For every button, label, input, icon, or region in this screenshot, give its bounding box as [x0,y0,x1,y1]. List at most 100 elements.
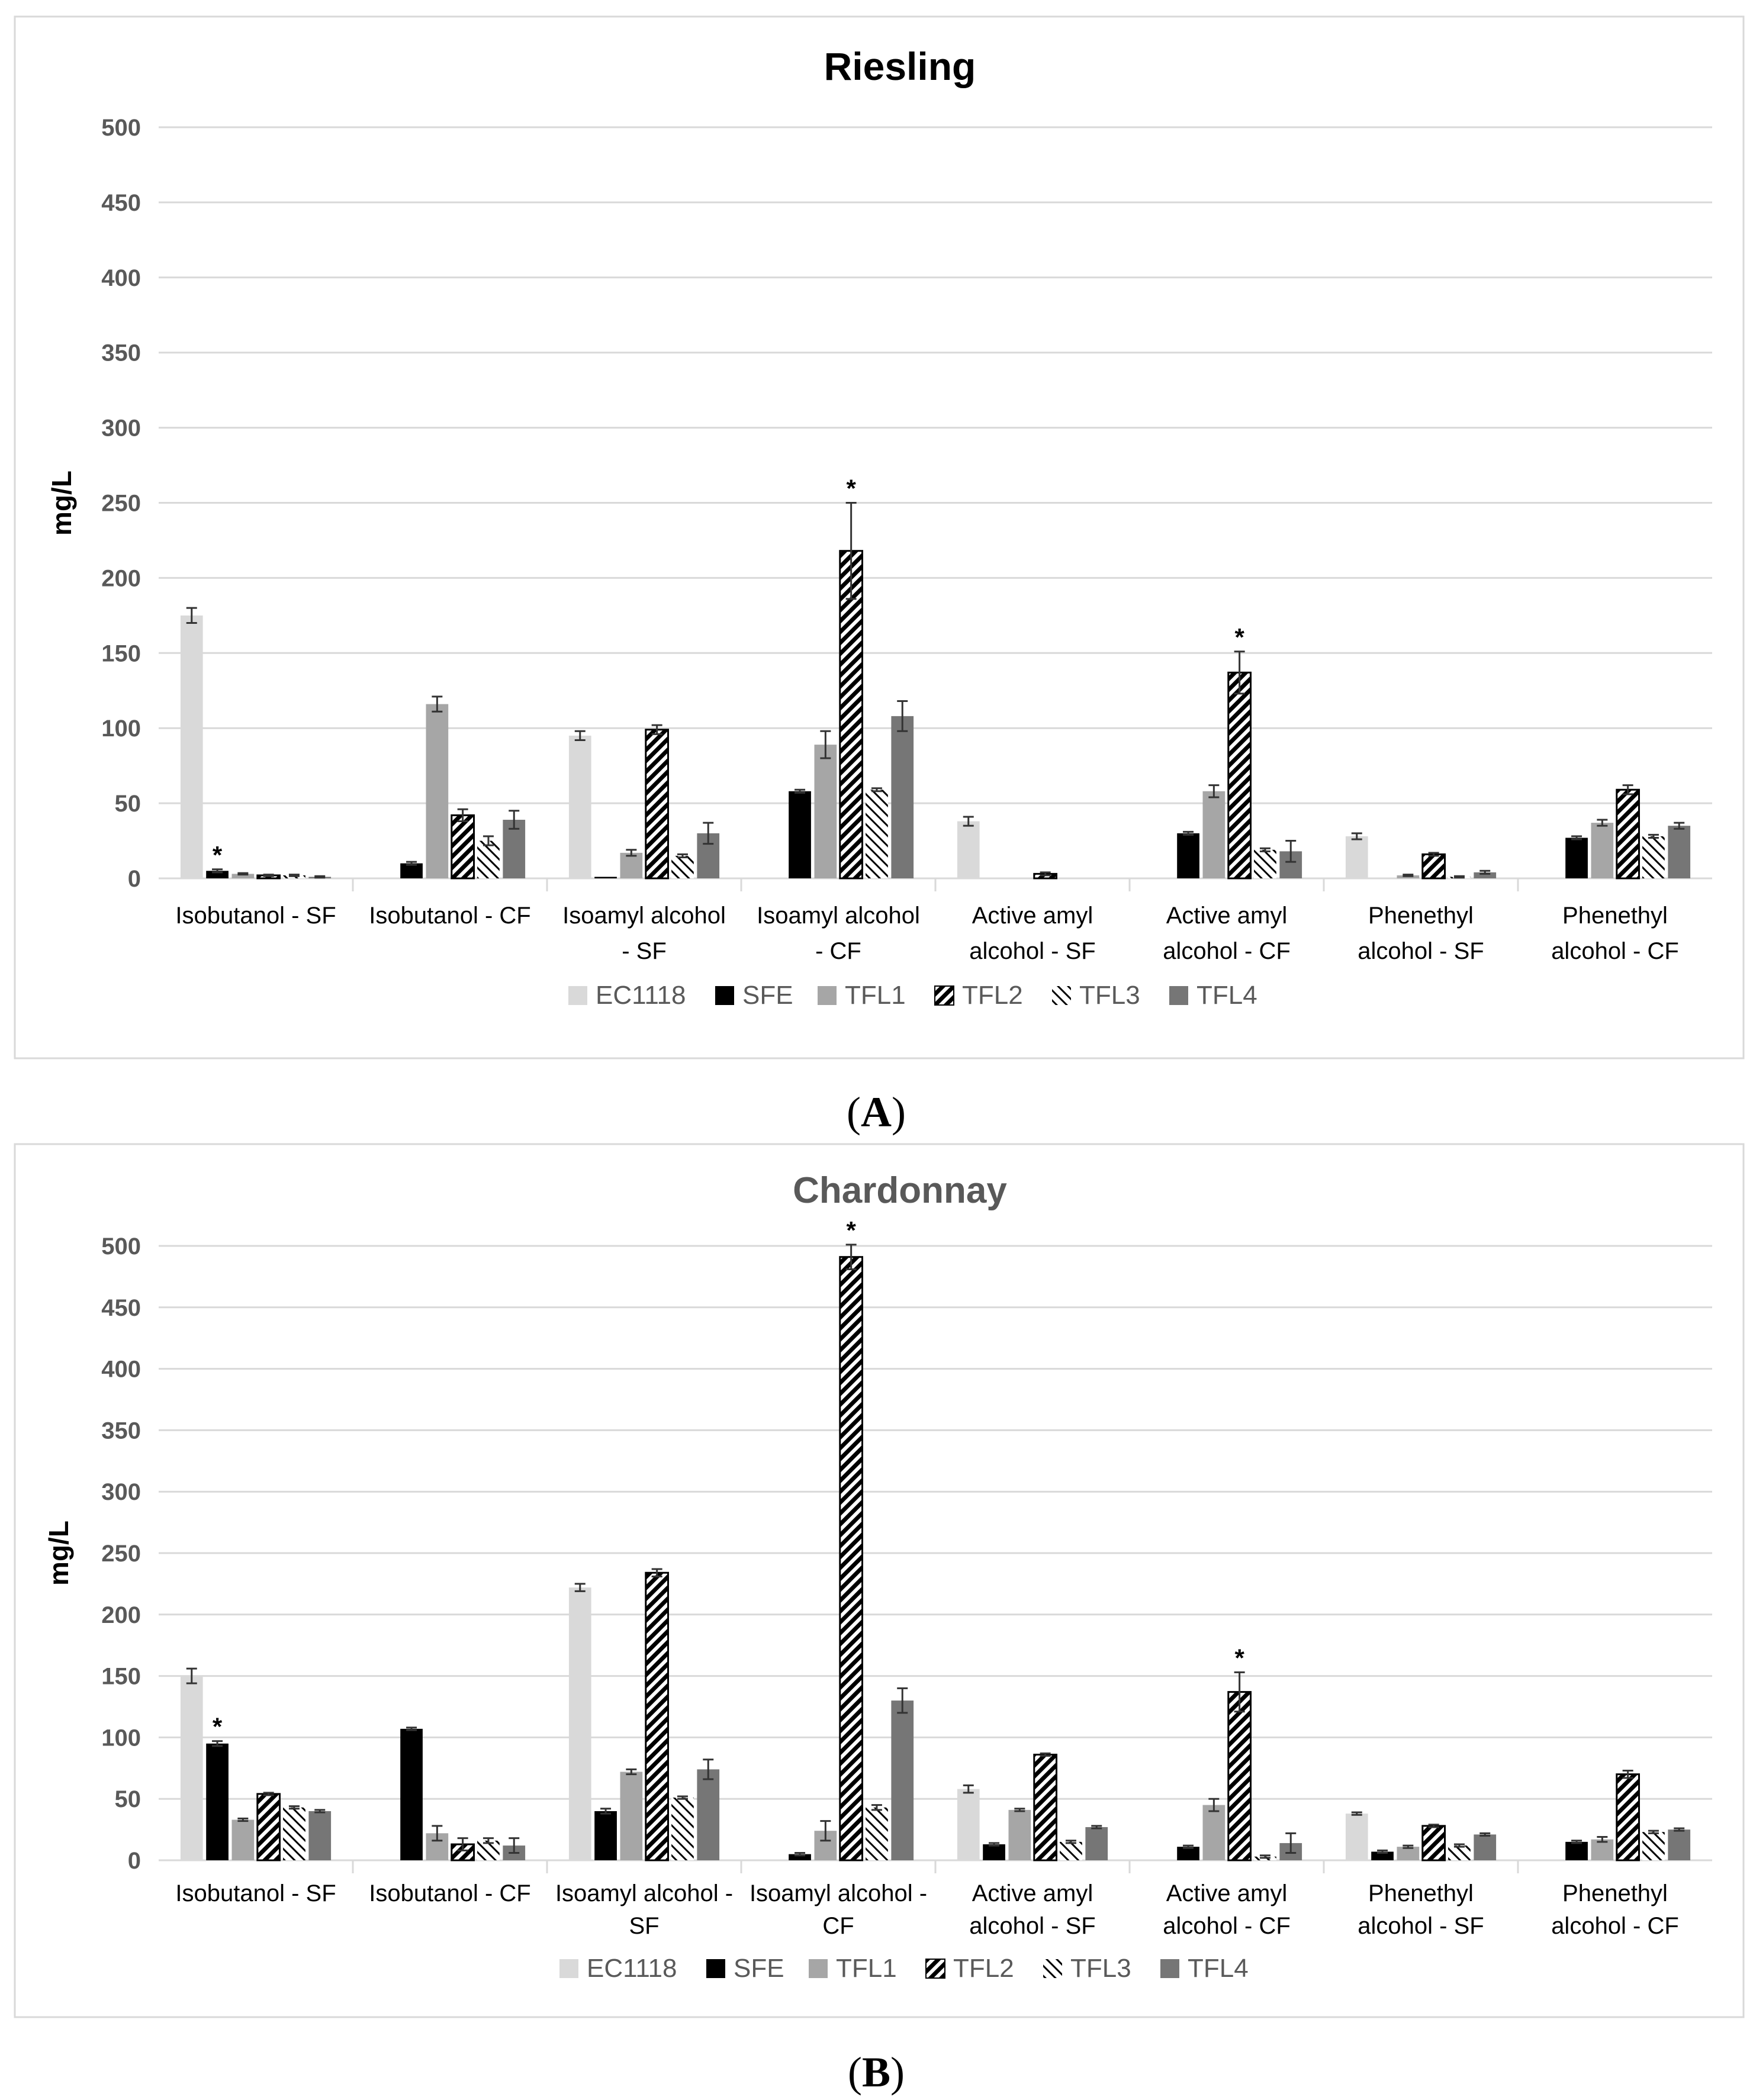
x-category-label: Active amyl [1166,903,1288,929]
significance-asterisk: * [1234,623,1244,651]
bar [1008,1809,1031,1860]
legend-item: EC1118 [559,1954,677,1983]
bar [568,735,591,878]
bar [1616,788,1641,880]
legend-item: EC1118 [568,981,686,1010]
bar [866,790,888,878]
y-tick-label: 200 [101,1602,141,1628]
bar [1345,1814,1368,1860]
x-category-label: alcohol - SF [1358,1913,1484,1939]
x-category-label: alcohol - SF [969,938,1095,964]
y-tick-label: 150 [101,1664,141,1690]
legend-label: TFL2 [953,1954,1014,1983]
x-category-label: - SF [622,938,667,964]
bar [866,1807,888,1860]
x-category-label: alcohol - SF [1358,938,1484,964]
legend-item: TFL1 [818,981,906,1010]
x-category-label: - CF [815,938,861,964]
legend-label: TFL4 [1188,1954,1249,1983]
y-tick-label: 400 [101,265,141,291]
significance-asterisk: * [846,1216,856,1244]
significance-asterisk: * [213,1713,223,1741]
panel-label-part: ) [890,2049,905,2096]
legend-label: SFE [734,1954,784,1983]
y-tick-label: 0 [128,1848,141,1874]
legend-item: TFL3 [1043,1954,1131,1983]
bar [891,1700,914,1860]
y-tick-label: 450 [101,190,141,216]
bar [789,1854,811,1860]
y-tick-label: 0 [128,866,141,892]
bar [1668,1830,1691,1860]
y-tick-label: 250 [101,1541,141,1567]
bar [231,1819,255,1860]
legend-swatch [1043,1959,1062,1978]
bar [1616,1773,1641,1861]
bar [1033,1753,1058,1861]
y-tick-label: 450 [101,1295,141,1321]
bar [256,1793,281,1861]
bar [620,852,643,878]
x-category-label: Phenethyl [1562,1880,1668,1906]
bar [180,1676,203,1860]
legend-swatch [1169,986,1188,1005]
bar [1565,838,1588,878]
bar [983,1844,1005,1860]
bar [839,550,864,880]
x-category-label: alcohol - CF [1163,938,1291,964]
x-category-label: Isobutanol - SF [175,903,336,929]
legend: EC1118 SFE TFL1 TFL2 TFL3 TFL4 [568,981,1257,1010]
legend-swatch [715,986,734,1005]
legend-label: SFE [742,981,793,1010]
legend-swatch [818,986,837,1005]
bar [1177,833,1199,878]
legend-item: SFE [715,981,793,1010]
bar [1177,1847,1199,1860]
bar [645,729,670,880]
bar [180,615,203,878]
bar [1371,1851,1394,1860]
x-category-label: alcohol - CF [1551,1913,1679,1939]
bar [1397,1847,1420,1860]
chart-frame [14,15,1745,1059]
legend-item: SFE [706,1954,784,1983]
bar [1227,1691,1252,1861]
y-tick-label: 300 [101,1479,141,1505]
significance-asterisk: * [846,475,856,503]
bar [1448,1845,1471,1860]
bar [1085,1827,1108,1860]
bar [594,877,617,878]
legend: EC1118 SFE TFL1 TFL2 TFL3 TFL4 [559,1954,1249,1983]
x-category-label: CF [822,1913,854,1939]
legend-label: TFL4 [1196,981,1257,1010]
y-tick-label: 150 [101,640,141,666]
y-axis-label: mg/L [43,1521,74,1586]
legend-swatch [568,986,587,1005]
y-tick-label: 100 [101,1725,141,1751]
bar [1345,836,1368,878]
bar [957,821,980,878]
bar [568,1587,591,1860]
y-tick-label: 50 [115,1786,141,1812]
bar [400,863,423,878]
chart-frame [14,1143,1745,2018]
bar [1202,1805,1226,1860]
bar [1474,872,1497,878]
bar [957,1789,980,1860]
bar [1227,671,1252,880]
legend-item: TFL1 [809,1954,897,1983]
x-category-label: Active amyl [972,1880,1093,1906]
bar [789,791,811,878]
bar [1254,849,1276,878]
legend-swatch [706,1959,725,1978]
x-category-label: Isoamyl alcohol [757,903,920,929]
bar [671,1798,694,1860]
x-category-label: Isobutanol - SF [175,1880,336,1906]
legend-label: TFL3 [1070,1954,1131,1983]
bar [839,1256,864,1861]
y-tick-label: 350 [101,1418,141,1444]
panel-label-part: ) [892,1088,906,1136]
legend-item: TFL2 [925,1954,1014,1983]
legend-label: TFL3 [1079,981,1140,1010]
